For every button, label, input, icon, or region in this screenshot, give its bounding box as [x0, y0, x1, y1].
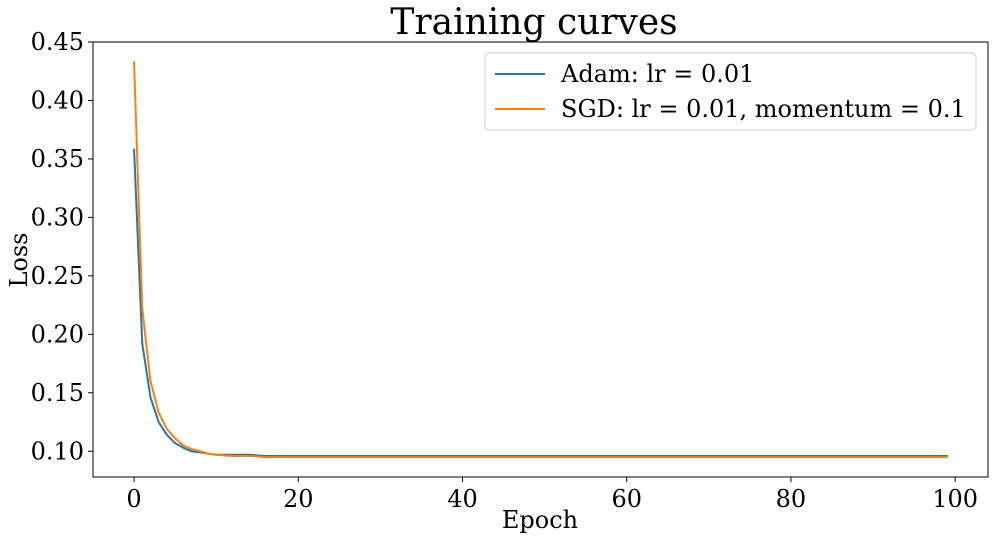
y-tick-label: 0.45	[31, 28, 84, 56]
y-axis-label: Loss	[5, 232, 33, 287]
x-tick-label: 40	[447, 485, 478, 513]
y-tick-label: 0.35	[31, 145, 84, 173]
y-tick-label: 0.30	[31, 203, 84, 231]
x-tick-label: 60	[611, 485, 642, 513]
legend-entry-label: Adam: lr = 0.01	[560, 60, 754, 88]
series-line-sgd	[133, 60, 948, 459]
plot-area-frame	[92, 41, 989, 478]
x-axis-label: Epoch	[502, 506, 578, 534]
legend: Adam: lr = 0.01 SGD: lr = 0.01, momentum …	[484, 52, 977, 131]
x-axis-ticks: 0 20 40 60 80 100	[126, 477, 978, 513]
y-tick-label: 0.15	[31, 379, 84, 407]
y-tick-label: 0.10	[31, 437, 84, 465]
chart-title: Training curves	[390, 2, 677, 43]
y-tick-label: 0.20	[31, 320, 84, 348]
x-tick-label: 0	[126, 485, 141, 513]
y-tick-label: 0.25	[31, 262, 84, 290]
x-tick-label: 80	[776, 485, 807, 513]
legend-box	[484, 52, 977, 131]
x-tick-label: 20	[283, 485, 314, 513]
legend-entry-label: SGD: lr = 0.01, momentum = 0.1	[561, 95, 966, 123]
y-tick-label: 0.40	[31, 86, 84, 114]
series-line-adam	[133, 148, 948, 457]
series-lines	[133, 60, 948, 459]
x-tick-label: 100	[932, 485, 978, 513]
y-axis-ticks: 0.10 0.15 0.20 0.25 0.30 0.35 0.40 0.45	[31, 28, 93, 465]
